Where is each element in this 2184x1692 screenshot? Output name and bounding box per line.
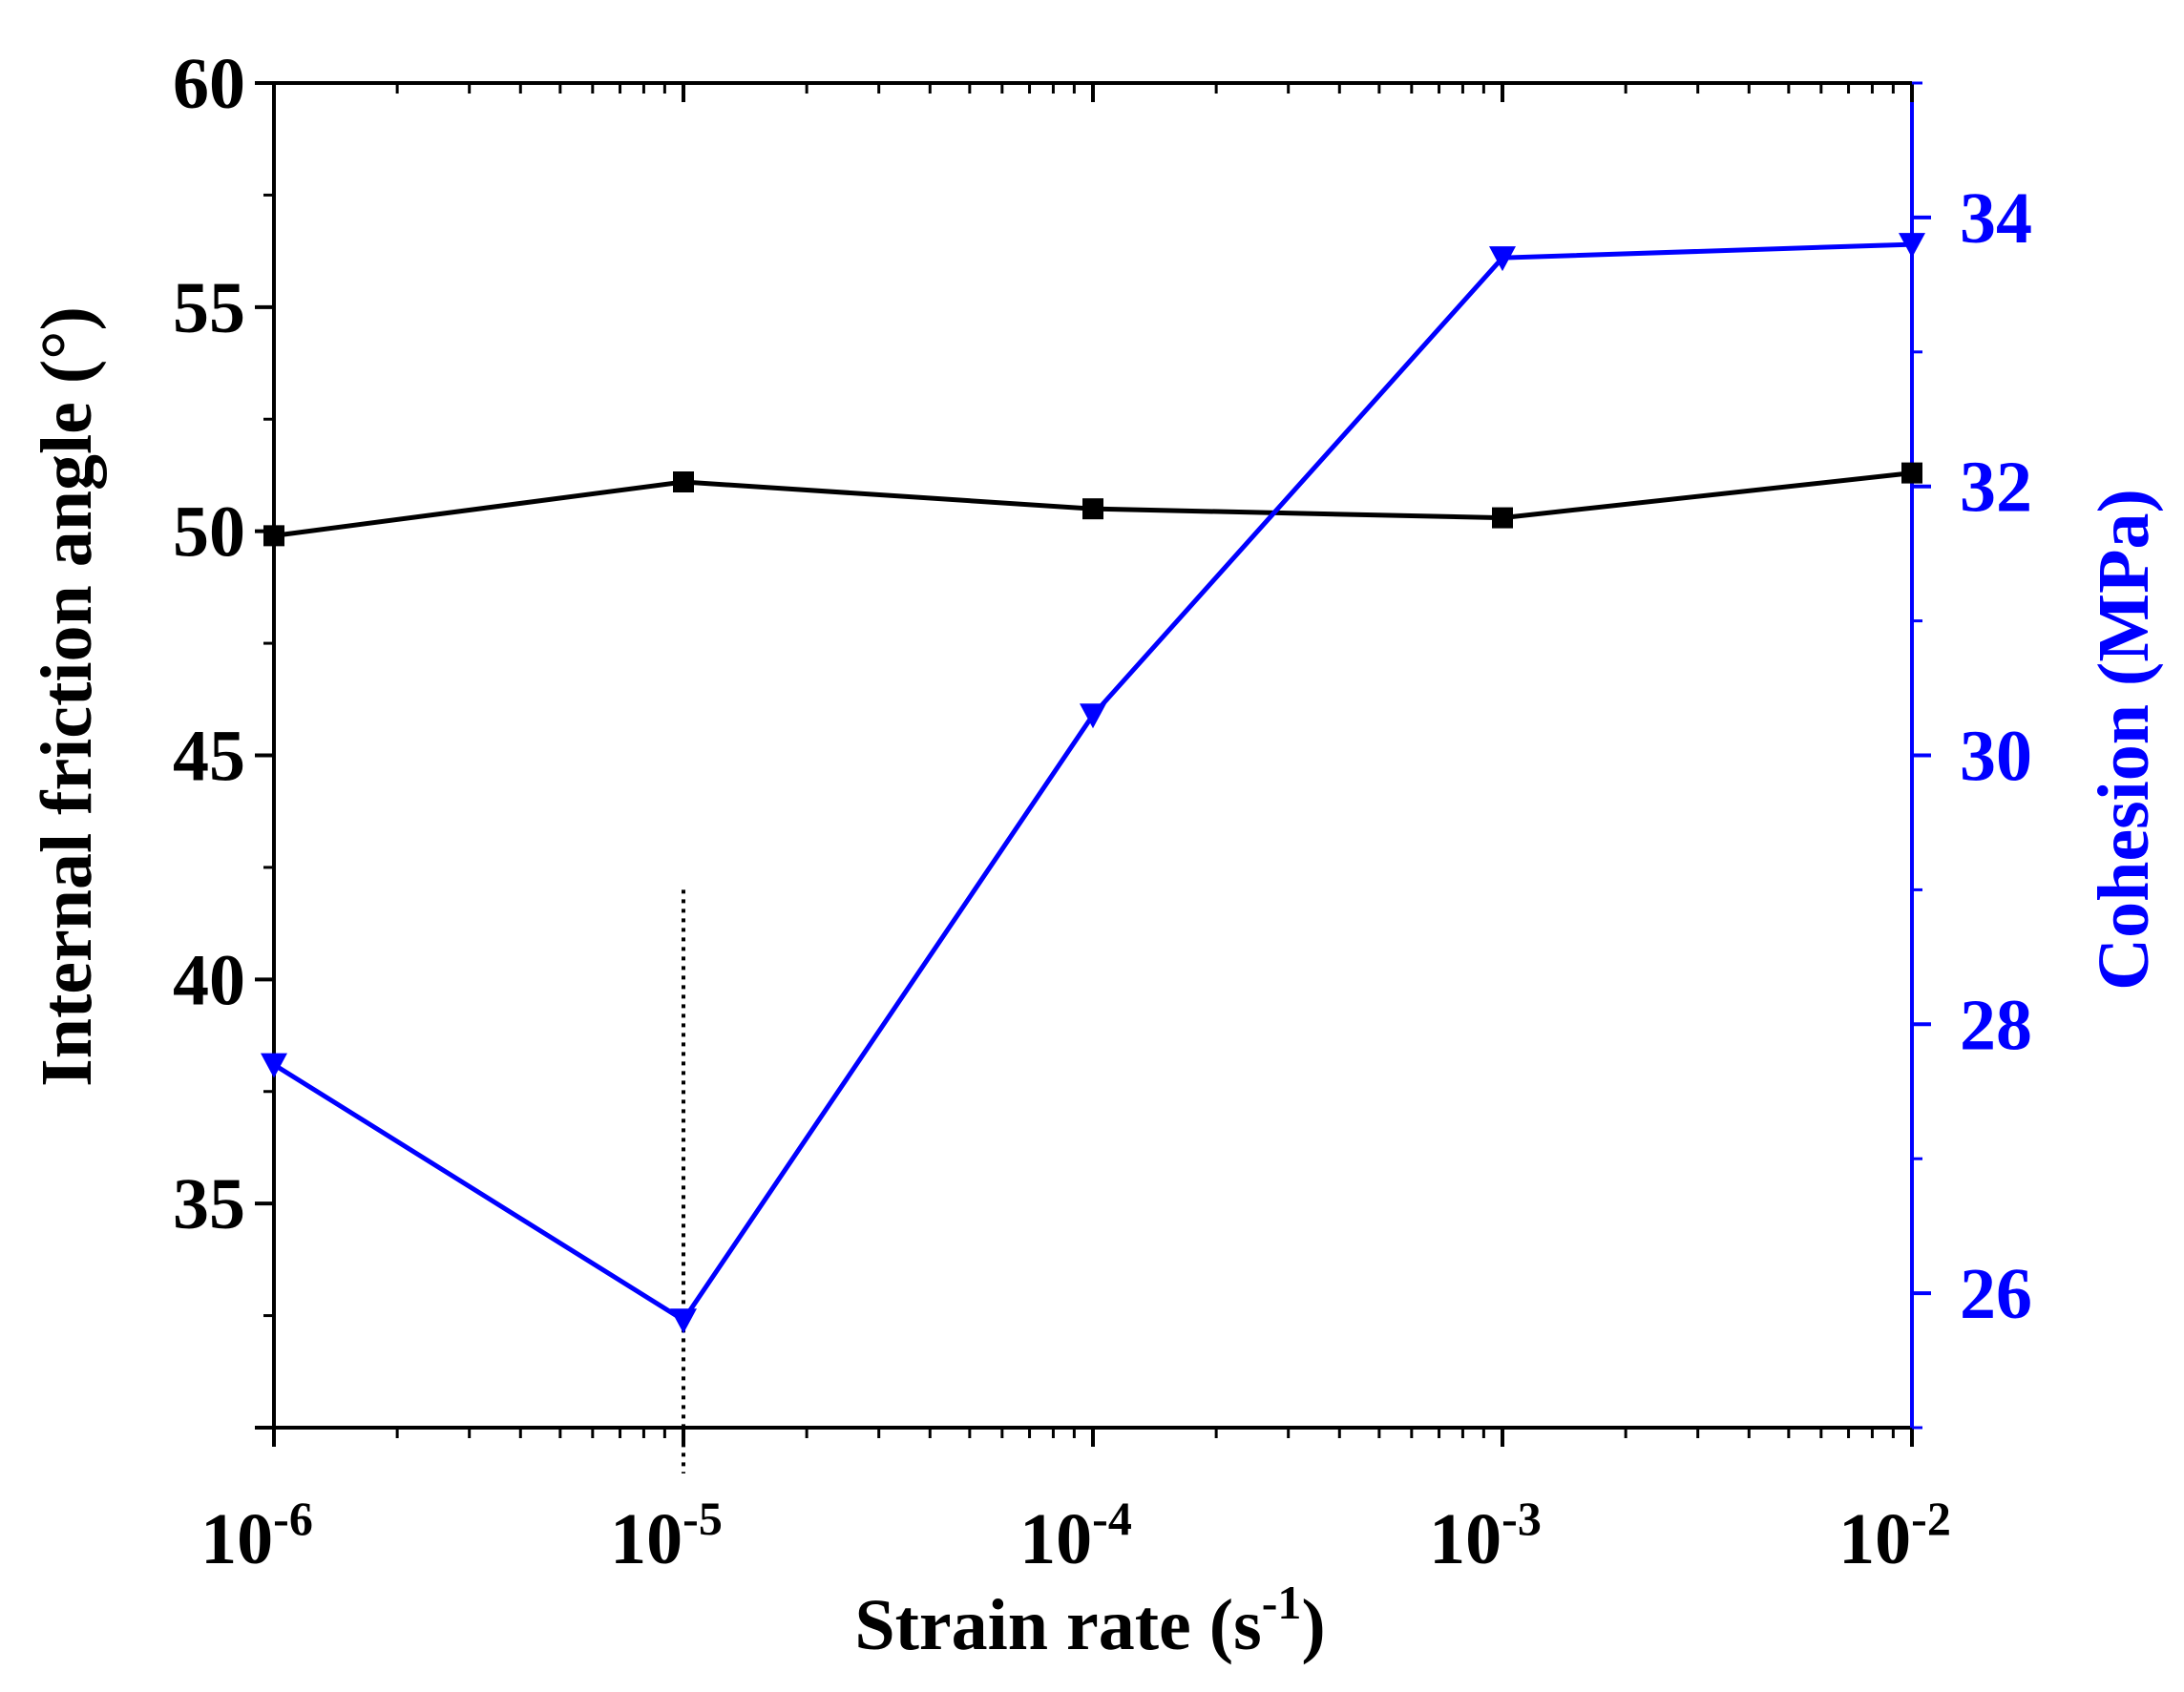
internal-friction-angle-point <box>263 525 284 547</box>
x-tick-label-exponent: -6 <box>273 1492 313 1545</box>
series-layer <box>261 233 1925 1334</box>
x-axis-title: Strain rate (s-1) <box>854 1576 1325 1665</box>
x-tick-label: 10-6 <box>200 1492 313 1579</box>
x-tick-label: 10-5 <box>610 1492 723 1579</box>
cohesion-point <box>1080 703 1106 729</box>
y-left-tick-label: 50 <box>173 492 245 573</box>
x-tick-label-base: 10 <box>200 1499 273 1579</box>
x-axis-title-close: ) <box>1301 1585 1325 1665</box>
cohesion-line <box>272 241 1913 1324</box>
y-left-tick-label: 45 <box>173 717 245 797</box>
y-left-tick-label: 60 <box>173 44 245 124</box>
y-right-tick-label: 28 <box>1960 985 2032 1065</box>
x-tick-label: 10-2 <box>1838 1492 1951 1579</box>
cohesion-point <box>670 1308 697 1334</box>
x-tick-label: 10-4 <box>1019 1492 1132 1579</box>
y-right-tick-label: 32 <box>1960 448 2032 528</box>
x-axis-title-main: Strain rate (s <box>854 1585 1261 1665</box>
x-tick-label-base: 10 <box>610 1499 682 1579</box>
y-right-axis-title: Cohesion (MPa) <box>2084 489 2164 991</box>
y-left-tick-label: 35 <box>173 1164 245 1244</box>
x-tick-label-exponent: -5 <box>682 1492 723 1545</box>
axes-layer <box>255 81 1931 1447</box>
x-tick-label: 10-3 <box>1429 1492 1542 1579</box>
y-left-axis-title: Internal friction angle (°) <box>27 306 107 1087</box>
y-left-tick-label: 55 <box>173 268 245 348</box>
x-tick-label-base: 10 <box>1838 1499 1911 1579</box>
x-tick-label-base: 10 <box>1429 1499 1502 1579</box>
internal-friction-angle-point <box>1492 507 1513 529</box>
cohesion-point <box>261 1053 287 1078</box>
tick-label-layer: 10-6 10-5 10-4 10-3 10-235404550556026283032… <box>173 44 2032 1579</box>
internal-friction-angle-point <box>1901 462 1922 484</box>
x-tick-label-exponent: -3 <box>1502 1492 1542 1545</box>
x-tick-label-exponent: -2 <box>1911 1492 1951 1545</box>
y-left-tick-label: 40 <box>173 940 245 1020</box>
x-tick-label-base: 10 <box>1019 1499 1092 1579</box>
cohesion-point <box>1489 246 1516 272</box>
x-tick-label-exponent: -4 <box>1092 1492 1132 1545</box>
y-right-tick-label: 30 <box>1960 717 2032 797</box>
x-axis-title-sup: -1 <box>1262 1576 1302 1629</box>
cohesion-point <box>1899 233 1925 259</box>
y-right-tick-label: 34 <box>1960 178 2032 259</box>
internal-friction-angle-point <box>1082 498 1103 520</box>
internal-friction-angle-point <box>673 471 694 493</box>
y-right-tick-label: 26 <box>1960 1254 2032 1334</box>
